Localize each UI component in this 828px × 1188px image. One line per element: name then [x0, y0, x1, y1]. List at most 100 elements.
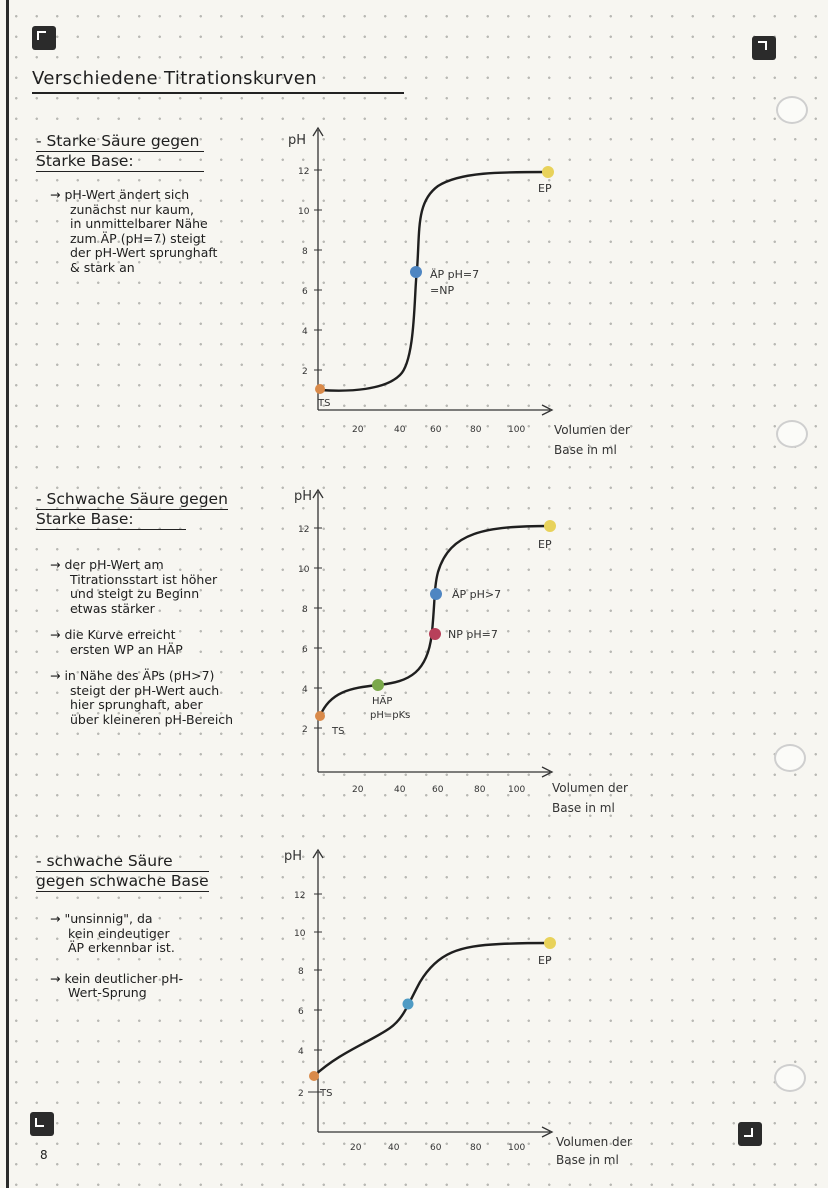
x-tick-label: 20 — [352, 425, 364, 435]
y-tick-label: 2 — [302, 725, 308, 735]
corner-marker-top-right — [752, 36, 776, 60]
note-line: kein eindeutiger — [68, 925, 170, 941]
section-2-notes: → der pH-Wert am Titrationsstart ist höh… — [50, 557, 234, 739]
x-tick-label: 40 — [394, 785, 406, 795]
note-line: & stark an — [70, 259, 135, 275]
y-tick-label: 10 — [298, 207, 310, 217]
note-paragraph: → pH-Wert ändert sich zunächst nur kaum,… — [50, 187, 217, 275]
binder-ring-hole — [776, 96, 808, 124]
x-tick-label: 80 — [470, 425, 482, 435]
end-point — [544, 937, 556, 949]
end-label: EP — [538, 954, 552, 967]
note-line: über kleineren pH-Bereich — [70, 711, 234, 727]
note-line: steigt der pH-Wert auch — [70, 682, 220, 698]
note-line: in unmittelbarer Nähe — [70, 216, 208, 231]
equivalence-point — [430, 588, 442, 600]
x-tick-label: 40 — [394, 425, 406, 435]
y-axis-label: pH — [294, 489, 312, 504]
y-tick-label: 8 — [298, 967, 304, 977]
note-line: → "unsinnig", da — [50, 911, 153, 926]
section-2-heading: - Schwache Säure gegen Starke Base: — [36, 490, 228, 530]
x-ticks: 20 40 60 80 100 — [352, 425, 525, 435]
section-3-notes: → "unsinnig", da kein eindeutiger ÄP erk… — [50, 911, 184, 1013]
y-tick-label: 6 — [298, 1007, 304, 1017]
note-paragraph: → in Nähe des ÄPs (pH>7) steigt der pH-W… — [50, 668, 234, 727]
note-line: → kein deutlicher pH- — [50, 970, 184, 986]
section-1-notes: → pH-Wert ändert sich zunächst nur kaum,… — [50, 187, 217, 287]
end-point — [542, 166, 554, 178]
y-tick-label: 2 — [302, 367, 308, 377]
note-paragraph: → der pH-Wert am Titrationsstart ist höh… — [50, 557, 233, 616]
y-tick-label: 4 — [302, 685, 308, 695]
y-ticks: 12 10 8 6 4 2 — [298, 525, 322, 735]
note-line: → in Nähe des ÄPs (pH>7) — [50, 668, 215, 683]
y-tick-label: 8 — [302, 605, 308, 615]
x-tick-label: 60 — [430, 425, 442, 435]
titration-graph-weak-strong: pH 12 10 8 6 4 2 20 40 60 80 100 TS EP Ä… — [294, 488, 628, 815]
x-ticks: 20 40 60 80 100 — [350, 1143, 525, 1153]
end-point — [544, 520, 556, 532]
x-tick-label: 100 — [508, 1143, 525, 1153]
equivalence-point — [410, 266, 422, 278]
titration-curve — [319, 170, 549, 392]
y-tick-label: 10 — [298, 565, 310, 575]
note-line: → pH-Wert ändert sich — [50, 187, 190, 202]
start-label: TS — [331, 726, 344, 737]
x-tick-label: 80 — [474, 785, 486, 795]
corner-marker-bottom-left — [30, 1112, 54, 1136]
heading-line: - Schwache Säure gegen — [36, 490, 228, 510]
note-line: Wert-Sprung — [68, 985, 147, 1000]
x-axis-arrow-icon — [541, 1126, 554, 1138]
binder-ring-hole — [776, 420, 808, 448]
heading-line: gegen schwache Base — [36, 872, 209, 892]
y-tick-label: 4 — [298, 1047, 304, 1057]
x-axis-arrow-icon — [541, 766, 554, 778]
y-tick-label: 12 — [298, 525, 309, 535]
x-axis-label: Base in ml — [552, 801, 615, 815]
x-tick-label: 80 — [470, 1143, 482, 1153]
note-line: ÄP erkennbar ist. — [68, 940, 175, 955]
section-3-heading: - schwache Säure gegen schwache Base — [36, 852, 209, 892]
y-tick-label: 6 — [302, 645, 308, 655]
note-line: → die Kurve erreicht — [50, 627, 176, 642]
neutral-point — [429, 628, 441, 640]
x-axis-label: Base in ml — [554, 443, 617, 457]
note-line: → der pH-Wert am — [50, 557, 164, 572]
point-label: ÄP pH>7 — [452, 588, 501, 601]
x-tick-label: 60 — [430, 1143, 442, 1153]
equivalence-point — [402, 998, 414, 1010]
heading-line: Starke Base: — [36, 510, 186, 530]
note-paragraph: → "unsinnig", da kein eindeutiger ÄP erk… — [50, 911, 183, 956]
page-left-edge — [6, 0, 9, 1188]
y-axis-label: pH — [288, 133, 306, 148]
x-axis-label: Volumen der — [554, 423, 630, 437]
note-line: zunächst nur kaum, — [70, 201, 194, 217]
point-label: NP pH=7 — [448, 628, 498, 641]
x-tick-label: 40 — [388, 1143, 400, 1153]
y-ticks: 12 10 8 6 4 2 — [298, 167, 322, 377]
note-line: Titrationsstart ist höher — [70, 571, 218, 587]
note-line: und steigt zu Beginn — [70, 586, 200, 601]
x-tick-label: 20 — [352, 785, 364, 795]
page-title: Verschiedene Titrationskurven — [32, 68, 318, 89]
note-line: zum ÄP (pH=7) steigt — [70, 230, 206, 246]
note-paragraph: → kein deutlicher pH- Wert-Sprung — [50, 970, 184, 1001]
heading-line: - schwache Säure — [36, 852, 209, 872]
heading-line: Starke Base: — [36, 152, 204, 172]
start-label: TS — [317, 398, 330, 409]
x-ticks: 20 40 60 80 100 — [352, 785, 525, 795]
note-line: etwas stärker — [70, 600, 155, 616]
y-tick-label: 6 — [302, 287, 308, 297]
note-paragraph: → die Kurve erreicht ersten WP an HÄP — [50, 627, 233, 657]
x-axis-label: Base in ml — [556, 1153, 619, 1167]
x-tick-label: 100 — [508, 785, 525, 795]
y-tick-label: 12 — [298, 167, 309, 177]
y-tick-label: 2 — [298, 1089, 304, 1099]
start-point — [315, 384, 325, 394]
x-axis-arrow-icon — [541, 404, 554, 416]
note-line: ersten WP an HÄP — [70, 641, 183, 657]
titration-curve — [318, 524, 551, 717]
point-label: ÄP pH=7 — [430, 268, 479, 281]
titration-graph-strong-strong: pH 12 10 8 6 4 2 20 40 60 80 100 TS EP Ä… — [288, 126, 630, 457]
corner-marker-top-left — [32, 26, 56, 50]
